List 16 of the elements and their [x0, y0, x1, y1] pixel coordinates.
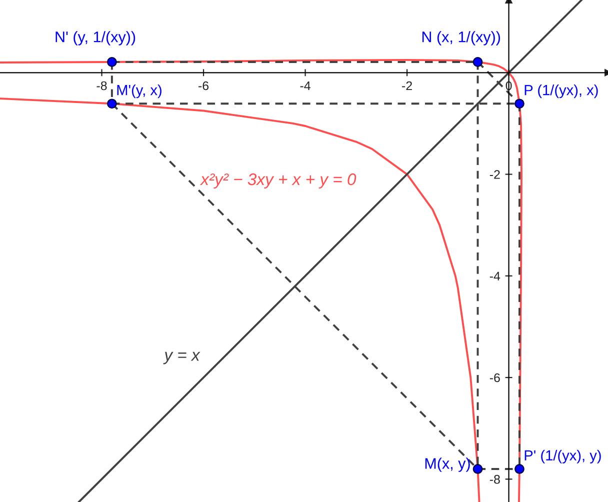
x-tick-label: -8	[96, 81, 107, 90]
x-tick-label: -2	[402, 81, 412, 90]
x-tick-label: -4	[300, 81, 310, 90]
annotation: N' (y, 1/(xy))	[56, 31, 136, 46]
annotation: x²y² − 3xy + x + y = 0	[200, 173, 356, 188]
annotation: M(x, y)	[425, 458, 470, 472]
annotation: M'(y, x)	[117, 84, 162, 98]
annotation: P' (1/(yx), y)	[524, 450, 601, 464]
annotation: y = x	[163, 352, 200, 364]
y-tick-label: -2	[490, 170, 500, 179]
x-tick-label: -6	[198, 81, 209, 90]
y-tick-label: -6	[490, 373, 500, 382]
annotation: P (1/(yx), x)	[524, 84, 598, 98]
annotation: N (x, 1/(xy))	[422, 31, 500, 46]
y-tick-label: -8	[490, 474, 500, 484]
y-tick-label: -4	[490, 272, 500, 280]
